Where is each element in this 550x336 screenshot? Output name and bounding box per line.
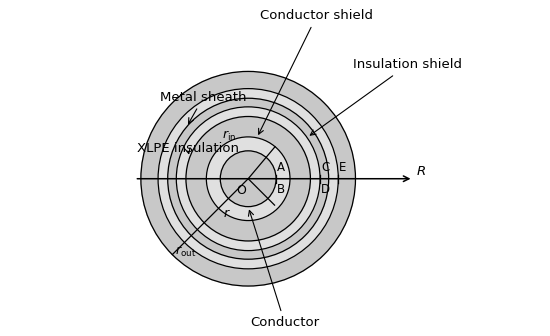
Circle shape — [186, 117, 310, 241]
Circle shape — [206, 137, 290, 220]
Text: $r_{\rm out}$: $r_{\rm out}$ — [175, 245, 196, 259]
Text: $R$: $R$ — [416, 165, 426, 178]
Text: $r$: $r$ — [223, 207, 230, 219]
Text: Insulation shield: Insulation shield — [310, 58, 463, 135]
Text: E: E — [339, 161, 347, 174]
Text: XLPE insulation: XLPE insulation — [136, 142, 239, 155]
Circle shape — [221, 151, 276, 207]
Text: Conductor shield: Conductor shield — [258, 9, 373, 134]
Text: Metal sheath: Metal sheath — [160, 91, 247, 124]
Text: A: A — [277, 161, 285, 174]
Circle shape — [158, 89, 338, 269]
Text: D: D — [321, 183, 330, 197]
Circle shape — [168, 98, 329, 259]
Circle shape — [177, 107, 320, 251]
Text: B: B — [277, 183, 285, 197]
Text: O: O — [236, 184, 246, 197]
Text: Conductor: Conductor — [249, 210, 319, 329]
Circle shape — [141, 72, 355, 286]
Text: $r_{\rm in}$: $r_{\rm in}$ — [222, 129, 236, 143]
Text: C: C — [321, 161, 329, 174]
